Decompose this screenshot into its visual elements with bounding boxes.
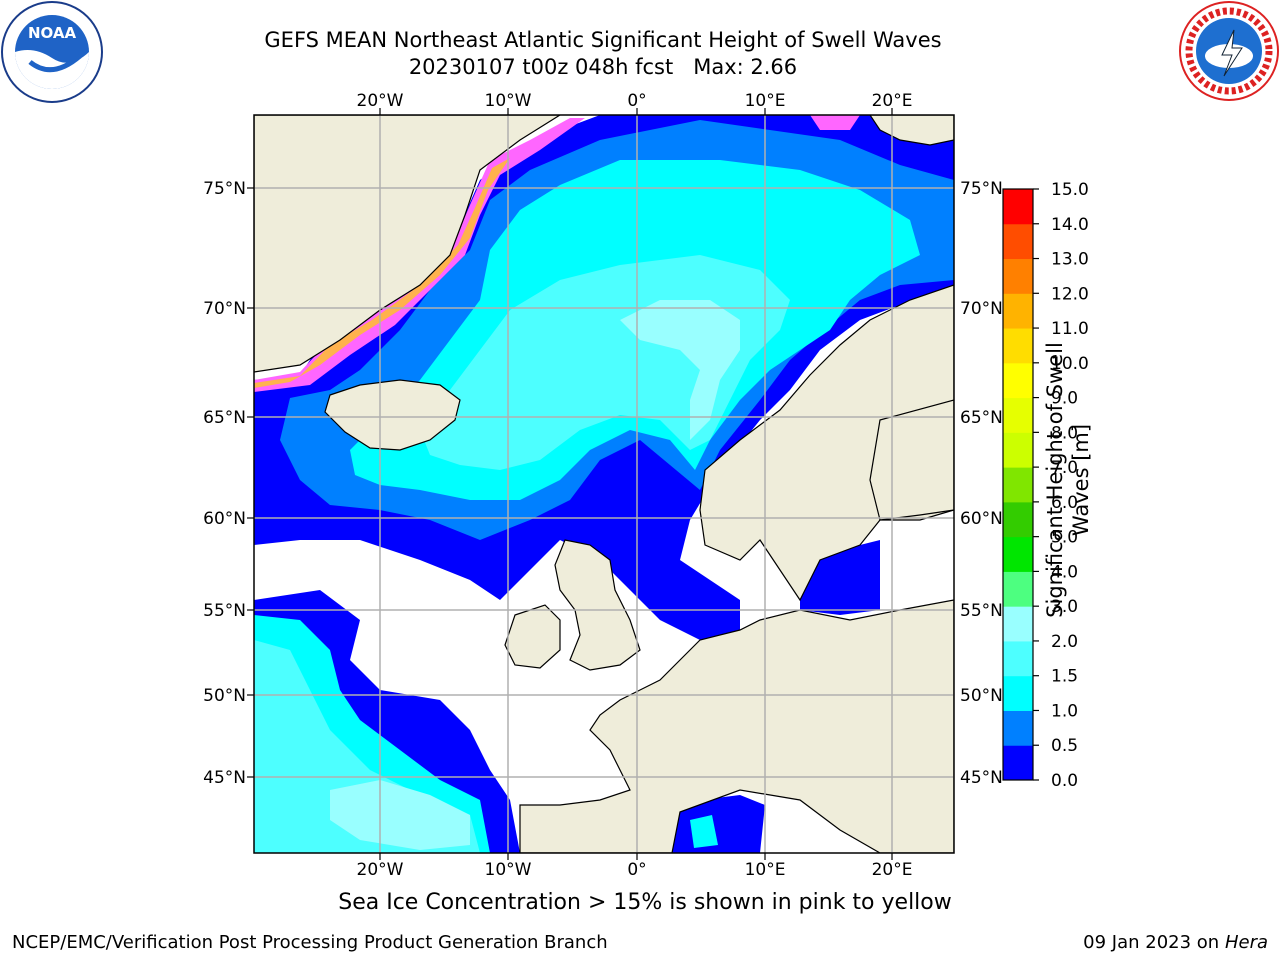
colorbar-label: Significant Height of Swell Waves [m] <box>1042 330 1094 630</box>
colorbar-swatch <box>1003 293 1033 329</box>
lat-label-right: 65°N <box>960 408 1003 428</box>
lat-label-right: 55°N <box>960 601 1003 621</box>
colorbar-tick-label: 7.0 <box>1051 458 1078 478</box>
colorbar-swatch <box>1003 258 1033 294</box>
land-ireland <box>504 604 561 669</box>
lat-label-right: 60°N <box>960 509 1003 529</box>
colorbar-swatch <box>1003 745 1033 781</box>
lon-label-top: 10°W <box>485 91 532 111</box>
colorbar: 15.0 14.0 13.0 12.0 11.0 10.0 9.0 8.0 7.0 6.0 5.0 4… <box>1002 180 1089 791</box>
colorbar-swatch <box>1003 328 1033 364</box>
land-svalbard <box>869 115 954 146</box>
lon-label-top: 20°W <box>357 91 404 111</box>
lon-label-bottom: 0° <box>627 860 646 880</box>
lat-label-right: 45°N <box>960 768 1003 788</box>
land-finland-baltic <box>869 399 954 521</box>
lat-labels-right: 75°N 70°N 65°N 60°N 55°N 50°N 45°N <box>960 179 1003 788</box>
colorbar-swatch <box>1003 606 1033 642</box>
colorbar-tick-label: 6.0 <box>1051 493 1078 513</box>
colorbar-label-line2: Waves [m] <box>1069 423 1093 537</box>
colorbar-tick-label: 8.0 <box>1051 423 1078 443</box>
colorbar-tick-label: 0.5 <box>1051 736 1078 756</box>
colorbar-tick-label: 2.0 <box>1051 632 1078 652</box>
colorbar-tick-label: 0.0 <box>1051 771 1078 791</box>
colorbar-swatch <box>1003 223 1033 260</box>
colorbar-tick-label: 4.0 <box>1051 562 1078 582</box>
colorbar-frame <box>1002 188 1034 781</box>
lat-label-left: 65°N <box>203 408 246 428</box>
chart-title-line2: 20230107 t00z 048h fcst Max: 2.66 <box>408 55 798 79</box>
colorbar-swatch <box>1003 675 1033 711</box>
colorbar-tick-label: 5.0 <box>1051 528 1078 548</box>
land-uk <box>554 539 641 671</box>
footer-date-text: 09 Jan 2023 on <box>1083 932 1225 953</box>
colorbar-swatch <box>1003 710 1033 746</box>
lat-label-right: 70°N <box>960 299 1003 319</box>
lat-label-left: 60°N <box>203 509 246 529</box>
colorbar-swatch <box>1003 189 1033 225</box>
lon-label-bottom: 10°W <box>485 860 532 880</box>
sea-ice-note: Sea Ice Concentration > 15% is shown in … <box>338 890 952 915</box>
lat-label-left: 45°N <box>203 768 246 788</box>
swell-region-2.0-3.0 <box>620 300 740 440</box>
colorbar-swatch <box>1003 397 1033 433</box>
footer-date: 09 Jan 2023 on Hera <box>1083 932 1268 953</box>
lon-label-top: 10°E <box>745 91 786 111</box>
map-frame <box>253 114 955 854</box>
lat-label-left: 50°N <box>203 686 246 706</box>
lon-label-top: 20°E <box>872 91 913 111</box>
land-continental-europe <box>519 599 954 853</box>
swell-field-layer <box>254 115 954 853</box>
colorbar-tick-label: 9.0 <box>1051 389 1078 409</box>
lon-label-bottom: 10°E <box>745 860 786 880</box>
colorbar-swatch <box>1003 536 1033 572</box>
nws-logo <box>1179 1 1279 101</box>
lat-label-right: 50°N <box>960 686 1003 706</box>
sea-ice-svalbard <box>810 115 860 130</box>
sea-ice-layer <box>254 115 860 392</box>
colorbar-tick-label: 3.0 <box>1051 597 1078 617</box>
land-iceland <box>324 379 461 451</box>
noaa-logo: NOAA <box>1 1 103 103</box>
lon-labels-top: 20°W 10°W 0° 10°E 20°E <box>357 91 913 111</box>
lat-label-left: 75°N <box>203 179 246 199</box>
colorbar-swatch <box>1003 432 1033 468</box>
colorbar-swatch <box>1003 501 1033 538</box>
swell-region-south-pale <box>330 780 470 850</box>
colorbar-tick-label: 13.0 <box>1051 250 1089 270</box>
colorbar-tick-label: 1.0 <box>1051 701 1078 721</box>
lon-label-bottom: 20°E <box>872 860 913 880</box>
colorbar-tick-label: 15.0 <box>1051 180 1089 200</box>
colorbar-swatch <box>1003 571 1033 607</box>
colorbar-tick-label: 11.0 <box>1051 319 1089 339</box>
colorbar-tick-label: 14.0 <box>1051 215 1089 235</box>
svg-text:NOAA: NOAA <box>28 24 77 42</box>
colorbar-swatch <box>1003 362 1033 399</box>
colorbar-tick-label: 1.5 <box>1051 667 1078 687</box>
lon-label-top: 0° <box>627 91 646 111</box>
lat-labels-left: 75°N 70°N 65°N 60°N 55°N 50°N 45°N <box>203 179 246 788</box>
lon-label-bottom: 20°W <box>357 860 404 880</box>
colorbar-tick-label: 10.0 <box>1051 354 1089 374</box>
colorbar-swatch <box>1003 467 1033 503</box>
lat-label-left: 55°N <box>203 601 246 621</box>
map-ticks <box>247 108 893 860</box>
graticule <box>254 115 954 853</box>
lat-label-left: 70°N <box>203 299 246 319</box>
chart-title-line1: GEFS MEAN Northeast Atlantic Significant… <box>264 28 942 52</box>
colorbar-label-line1: Significant Height of Swell <box>1043 342 1067 618</box>
lon-labels-bottom: 20°W 10°W 0° 10°E 20°E <box>357 860 913 880</box>
land-scandinavia <box>699 284 954 602</box>
footer-host: Hera <box>1224 932 1268 953</box>
colorbar-swatch <box>1003 640 1033 677</box>
colorbar-tick-label: 12.0 <box>1051 284 1089 304</box>
footer-credit: NCEP/EMC/Verification Post Processing Pr… <box>12 932 608 953</box>
swell-region-mediterranean-cyan <box>690 815 718 848</box>
lat-label-right: 75°N <box>960 179 1003 199</box>
